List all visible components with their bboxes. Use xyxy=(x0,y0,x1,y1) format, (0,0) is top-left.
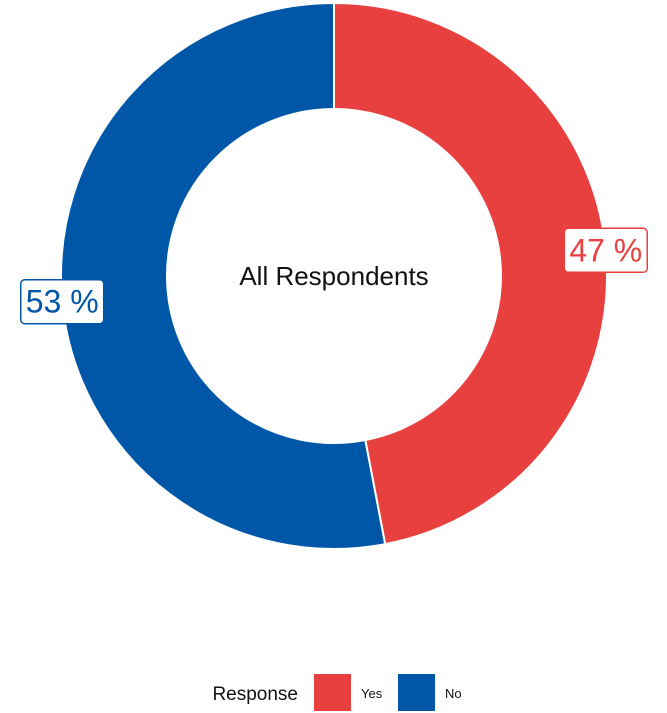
slice-value-label: 53 % xyxy=(26,284,99,320)
slice-labels: 47 % 53 % xyxy=(19,227,649,325)
legend-label-no: No xyxy=(445,686,462,701)
slice-value-label: 47 % xyxy=(569,232,642,268)
center-label: All Respondents xyxy=(239,261,428,291)
slice-label-no: 53 % xyxy=(19,278,105,325)
slice-label-box xyxy=(563,227,649,274)
slice-label-box xyxy=(19,278,105,325)
legend-key-no xyxy=(398,674,435,711)
slice-yes xyxy=(333,1,608,546)
legend-label-yes: Yes xyxy=(361,686,383,701)
slice-no xyxy=(60,1,387,550)
donut-slices xyxy=(60,1,608,550)
slice-label-yes: 47 % xyxy=(563,227,649,274)
legend: Response Yes No xyxy=(212,674,462,711)
legend-title: Response xyxy=(212,684,298,705)
legend-key-yes xyxy=(314,674,351,711)
